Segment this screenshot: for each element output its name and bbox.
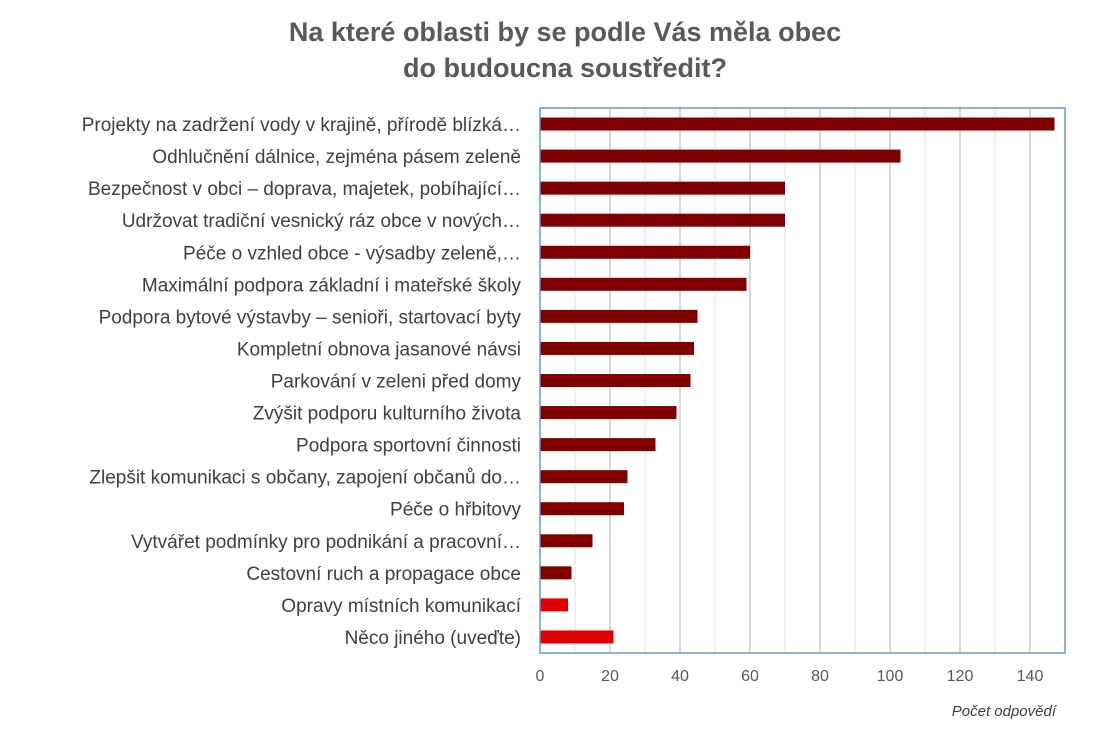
category-label: Parkování v zeleni před domy: [271, 372, 522, 393]
bar: [540, 534, 593, 548]
tick-label: 20: [601, 668, 619, 685]
tick-label: 40: [671, 668, 689, 685]
category-label: Zvýšit podporu kulturního života: [253, 404, 522, 425]
category-label: Vytvářet podmínky pro podnikání a pracov…: [131, 532, 521, 553]
bar: [540, 598, 568, 612]
bar: [540, 213, 785, 227]
chart-title: Na které oblasti by se podle Vás měla ob…: [0, 14, 1119, 86]
bar: [540, 309, 698, 323]
category-label: Bezpečnost v obci – doprava, majetek, po…: [88, 179, 521, 200]
tick-label: 60: [741, 668, 759, 685]
category-label: Projekty na zadržení vody v krajině, pří…: [82, 115, 521, 136]
plot-frame: [539, 107, 1066, 654]
tick-label: 100: [877, 668, 904, 685]
tick-label: 0: [536, 668, 545, 685]
category-label: Něco jiného (uveďte): [345, 628, 521, 649]
category-label: Podpora sportovní činnosti: [296, 436, 521, 457]
chart-title-line-1: Na které oblasti by se podle Vás měla ob…: [288, 17, 842, 47]
chart-title-line-2: do budoucna soustředit?: [403, 53, 727, 83]
bar: [540, 245, 750, 259]
category-label: Podpora bytové výstavby – senioři, start…: [99, 307, 522, 328]
bar: [540, 502, 624, 516]
bar: [540, 277, 747, 291]
category-label: Maximální podpora základní i mateřské šk…: [142, 275, 522, 296]
bar: [540, 406, 677, 420]
category-label: Udržovat tradiční vesnický ráz obce v no…: [122, 211, 521, 232]
category-label: Péče o vzhled obce - výsadby zeleně,…: [183, 243, 521, 264]
bar: [540, 181, 785, 195]
bar: [540, 630, 614, 644]
bar: [540, 374, 691, 387]
category-label: Odhlučnění dálnice, zejména pásem zeleně: [152, 147, 521, 168]
category-label: Zlepšit komunikaci s občany, zapojení ob…: [89, 468, 521, 489]
category-label: Opravy místních komunikací: [281, 596, 521, 617]
tick-label: 80: [811, 668, 829, 685]
bar: [540, 566, 572, 580]
tick-label: 120: [947, 668, 974, 685]
bar: [540, 149, 901, 163]
bar: [540, 117, 1055, 131]
category-label: Péče o hřbitovy: [390, 500, 521, 521]
bar: [540, 341, 694, 355]
x-axis-title: Počet odpovědí: [952, 703, 1058, 720]
category-label: Cestovní ruch a propagace obce: [246, 564, 521, 585]
tick-label: 140: [1017, 668, 1044, 685]
bar: [540, 438, 656, 452]
category-label: Kompletní obnova jasanové návsi: [237, 339, 521, 360]
bar: [540, 470, 628, 484]
